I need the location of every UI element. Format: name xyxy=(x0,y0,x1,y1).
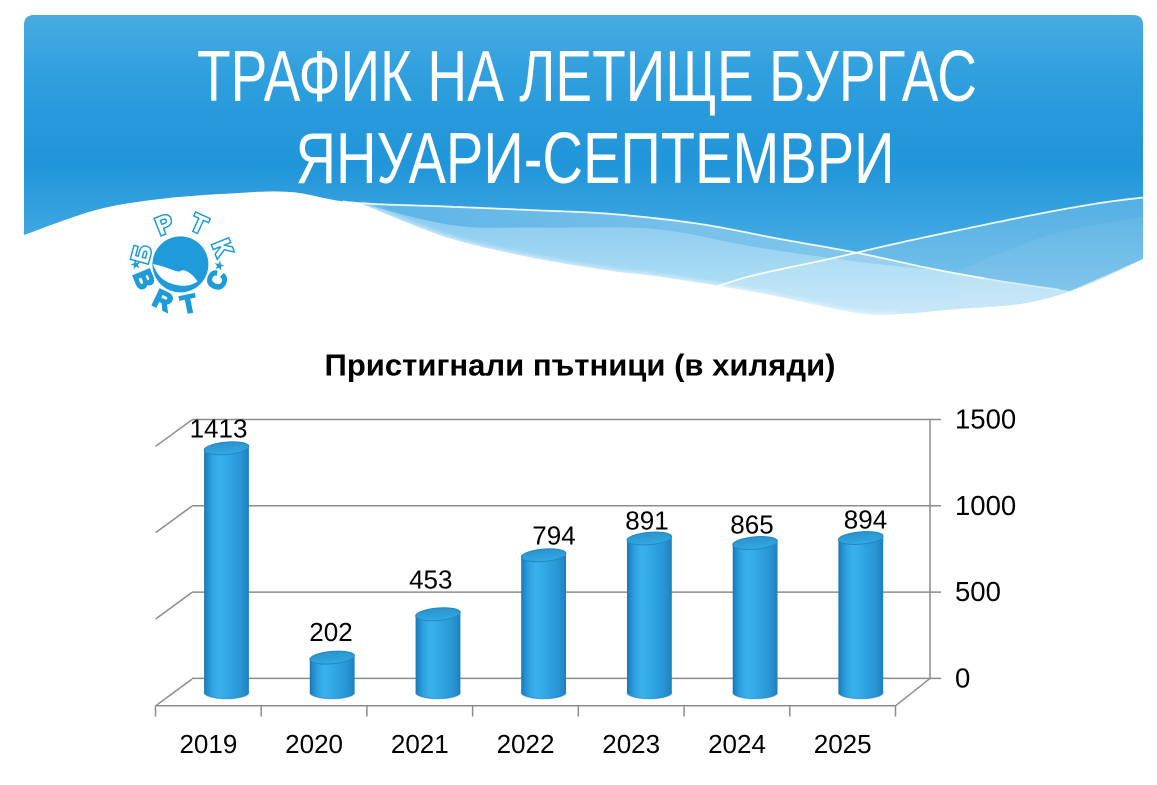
svg-text:500: 500 xyxy=(955,576,1001,607)
svg-text:2020: 2020 xyxy=(285,729,343,759)
svg-text:1413: 1413 xyxy=(190,414,248,444)
svg-text:2025: 2025 xyxy=(814,729,872,759)
svg-text:★: ★ xyxy=(212,257,227,274)
svg-text:Пристигнали пътници (в хиляди): Пристигнали пътници (в хиляди) xyxy=(325,348,836,383)
svg-text:865: 865 xyxy=(730,510,773,540)
svg-text:894: 894 xyxy=(844,505,887,535)
svg-text:2024: 2024 xyxy=(708,729,766,759)
svg-text:ЯНУАРИ-СЕПТЕМВРИ: ЯНУАРИ-СЕПТЕМВРИ xyxy=(296,119,895,199)
svg-text:★: ★ xyxy=(128,256,143,273)
svg-text:453: 453 xyxy=(409,564,452,594)
svg-text:2021: 2021 xyxy=(391,729,449,759)
svg-text:ТРАФИК НА ЛЕТИЩЕ БУРГАС: ТРАФИК НА ЛЕТИЩЕ БУРГАС xyxy=(197,37,977,117)
svg-text:2022: 2022 xyxy=(497,729,555,759)
svg-text:2019: 2019 xyxy=(179,729,237,759)
svg-text:1500: 1500 xyxy=(955,404,1016,435)
svg-text:0: 0 xyxy=(955,663,970,694)
svg-text:794: 794 xyxy=(532,521,575,551)
svg-text:202: 202 xyxy=(309,617,352,647)
svg-text:2023: 2023 xyxy=(602,729,660,759)
svg-text:T: T xyxy=(178,289,199,320)
svg-text:1000: 1000 xyxy=(955,490,1016,521)
svg-text:891: 891 xyxy=(625,506,668,536)
